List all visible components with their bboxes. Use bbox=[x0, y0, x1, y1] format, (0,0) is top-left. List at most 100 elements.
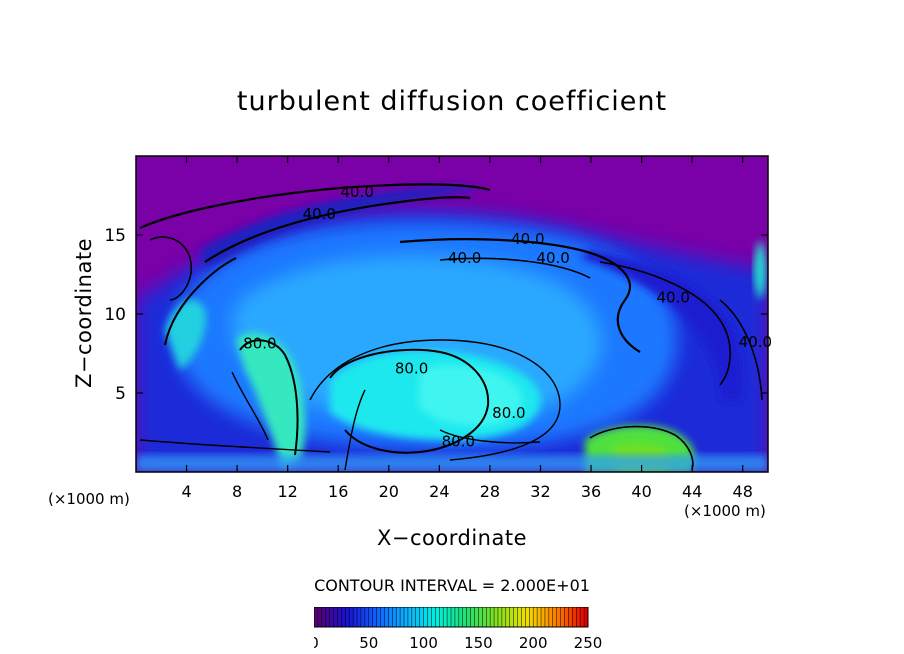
contour-line bbox=[139, 439, 331, 453]
colorbar-cell bbox=[329, 607, 334, 627]
field-left-plume bbox=[236, 332, 306, 468]
colorbar-tick-label: 150 bbox=[464, 634, 493, 652]
colorbar-cell bbox=[568, 607, 573, 627]
colorbar-cell bbox=[486, 607, 491, 627]
contour-line bbox=[204, 196, 471, 263]
colorbar-cell bbox=[466, 607, 471, 627]
colorbar-cell bbox=[411, 607, 417, 627]
colorbar-cell bbox=[580, 607, 585, 627]
colorbar-cell bbox=[470, 607, 475, 627]
contour-label: 40.0 bbox=[739, 333, 772, 351]
colorbar-cell bbox=[497, 607, 503, 627]
colorbar-cell bbox=[407, 607, 413, 627]
colorbar-cell bbox=[537, 607, 542, 627]
colorbar-cell bbox=[513, 607, 518, 627]
x-tick-label: 12 bbox=[278, 482, 298, 501]
contour-line bbox=[719, 299, 763, 401]
y-axis: 5 10 15 bbox=[104, 226, 768, 404]
colorbar-cell bbox=[490, 607, 495, 627]
colorbar-cell bbox=[435, 607, 440, 627]
z-unit-label: (×1000 m) bbox=[48, 490, 130, 508]
colorbar-cell bbox=[501, 607, 507, 627]
y-axis-title: Z−coordinate bbox=[72, 238, 96, 388]
field-right-band bbox=[580, 250, 742, 400]
contour-interval-label: CONTOUR INTERVAL = 2.000E+01 bbox=[314, 576, 590, 595]
field-core-center bbox=[418, 365, 523, 426]
colorbar-tick-label: 250 bbox=[574, 634, 603, 652]
colorbar-cell bbox=[584, 607, 589, 627]
colorbar-cell bbox=[521, 607, 526, 627]
colorbar-cell bbox=[454, 607, 460, 627]
colorbar-cell bbox=[360, 607, 366, 627]
x-tick-label: 32 bbox=[530, 482, 550, 501]
colorbar-tick-label: 0 bbox=[314, 634, 319, 652]
field-surface-layer bbox=[136, 455, 768, 472]
colorbar-cell bbox=[529, 607, 534, 627]
field-right-edge bbox=[754, 240, 766, 300]
colorbar: 0 50 100 150 200 250 bbox=[314, 607, 603, 652]
y-tick-label: 10 bbox=[104, 305, 126, 325]
contour-lines bbox=[139, 183, 763, 471]
colorbar-cell bbox=[349, 607, 354, 627]
colorbar-cell bbox=[474, 607, 479, 627]
colorbar-cell bbox=[560, 607, 565, 627]
colorbar-cell bbox=[478, 607, 483, 627]
colorbar-cell bbox=[427, 607, 432, 627]
contour-line bbox=[589, 425, 694, 471]
colorbar-tick-label: 50 bbox=[359, 634, 378, 652]
x-tick-label: 44 bbox=[682, 482, 702, 501]
colorbar-cell bbox=[576, 607, 581, 627]
colorbar-cell bbox=[525, 607, 530, 627]
colorbar-cell bbox=[462, 607, 467, 627]
colorbar-cell bbox=[400, 607, 405, 627]
colorbar-cell bbox=[505, 607, 511, 627]
x-tick-label: 20 bbox=[379, 482, 399, 501]
contour-label: 40.0 bbox=[340, 183, 373, 201]
x-tick-label: 4 bbox=[181, 482, 191, 501]
colorbar-cell bbox=[439, 607, 444, 627]
x-tick-label: 28 bbox=[480, 482, 500, 501]
colorbar-cell bbox=[368, 607, 374, 627]
contour-line bbox=[344, 389, 366, 471]
y-tick-label: 15 bbox=[104, 226, 126, 246]
colorbar-cell bbox=[341, 607, 346, 627]
x-unit-label: (×1000 m) bbox=[684, 502, 766, 520]
contour-line bbox=[239, 339, 299, 456]
contour-line bbox=[149, 236, 193, 301]
colorbar-cell bbox=[556, 607, 561, 627]
contour-line bbox=[439, 257, 591, 279]
field-layer bbox=[136, 156, 768, 472]
colorbar-cell bbox=[321, 607, 327, 627]
colorbar-cell bbox=[541, 607, 546, 627]
colorbar-cell bbox=[451, 607, 456, 627]
contour-line bbox=[399, 238, 641, 353]
colorbar-frame bbox=[314, 607, 589, 628]
colorbar-cell bbox=[388, 607, 393, 627]
contour-line bbox=[164, 257, 237, 346]
contour-line bbox=[599, 261, 731, 386]
colorbar-cell bbox=[392, 607, 397, 627]
colorbar-cell bbox=[423, 607, 428, 627]
colorbar-cell bbox=[431, 607, 436, 627]
colorbar-tick-label: 200 bbox=[519, 634, 548, 652]
contour-line bbox=[439, 429, 541, 444]
colorbar-cell bbox=[544, 607, 550, 627]
colorbar-cell bbox=[564, 607, 569, 627]
colorbar-cell bbox=[415, 607, 420, 627]
colorbar-cell bbox=[317, 607, 323, 627]
colorbar-cell bbox=[552, 607, 557, 627]
colorbar-cell bbox=[380, 607, 385, 627]
colorbar-cells bbox=[314, 607, 589, 627]
colorbar-cell bbox=[458, 607, 464, 627]
x-axis: 4 8 12 16 20 24 28 32 36 40 44 48 bbox=[181, 156, 753, 501]
colorbar-cell bbox=[533, 607, 538, 627]
colorbar-cell bbox=[364, 607, 370, 627]
contour-label: 80.0 bbox=[492, 404, 525, 422]
x-tick-label: 48 bbox=[733, 482, 753, 501]
colorbar-cell bbox=[325, 607, 330, 627]
y-tick-label: 5 bbox=[115, 384, 126, 404]
contour-label: 80.0 bbox=[395, 360, 428, 378]
contour-label: 40.0 bbox=[511, 230, 544, 248]
colorbar-cell bbox=[357, 607, 362, 627]
